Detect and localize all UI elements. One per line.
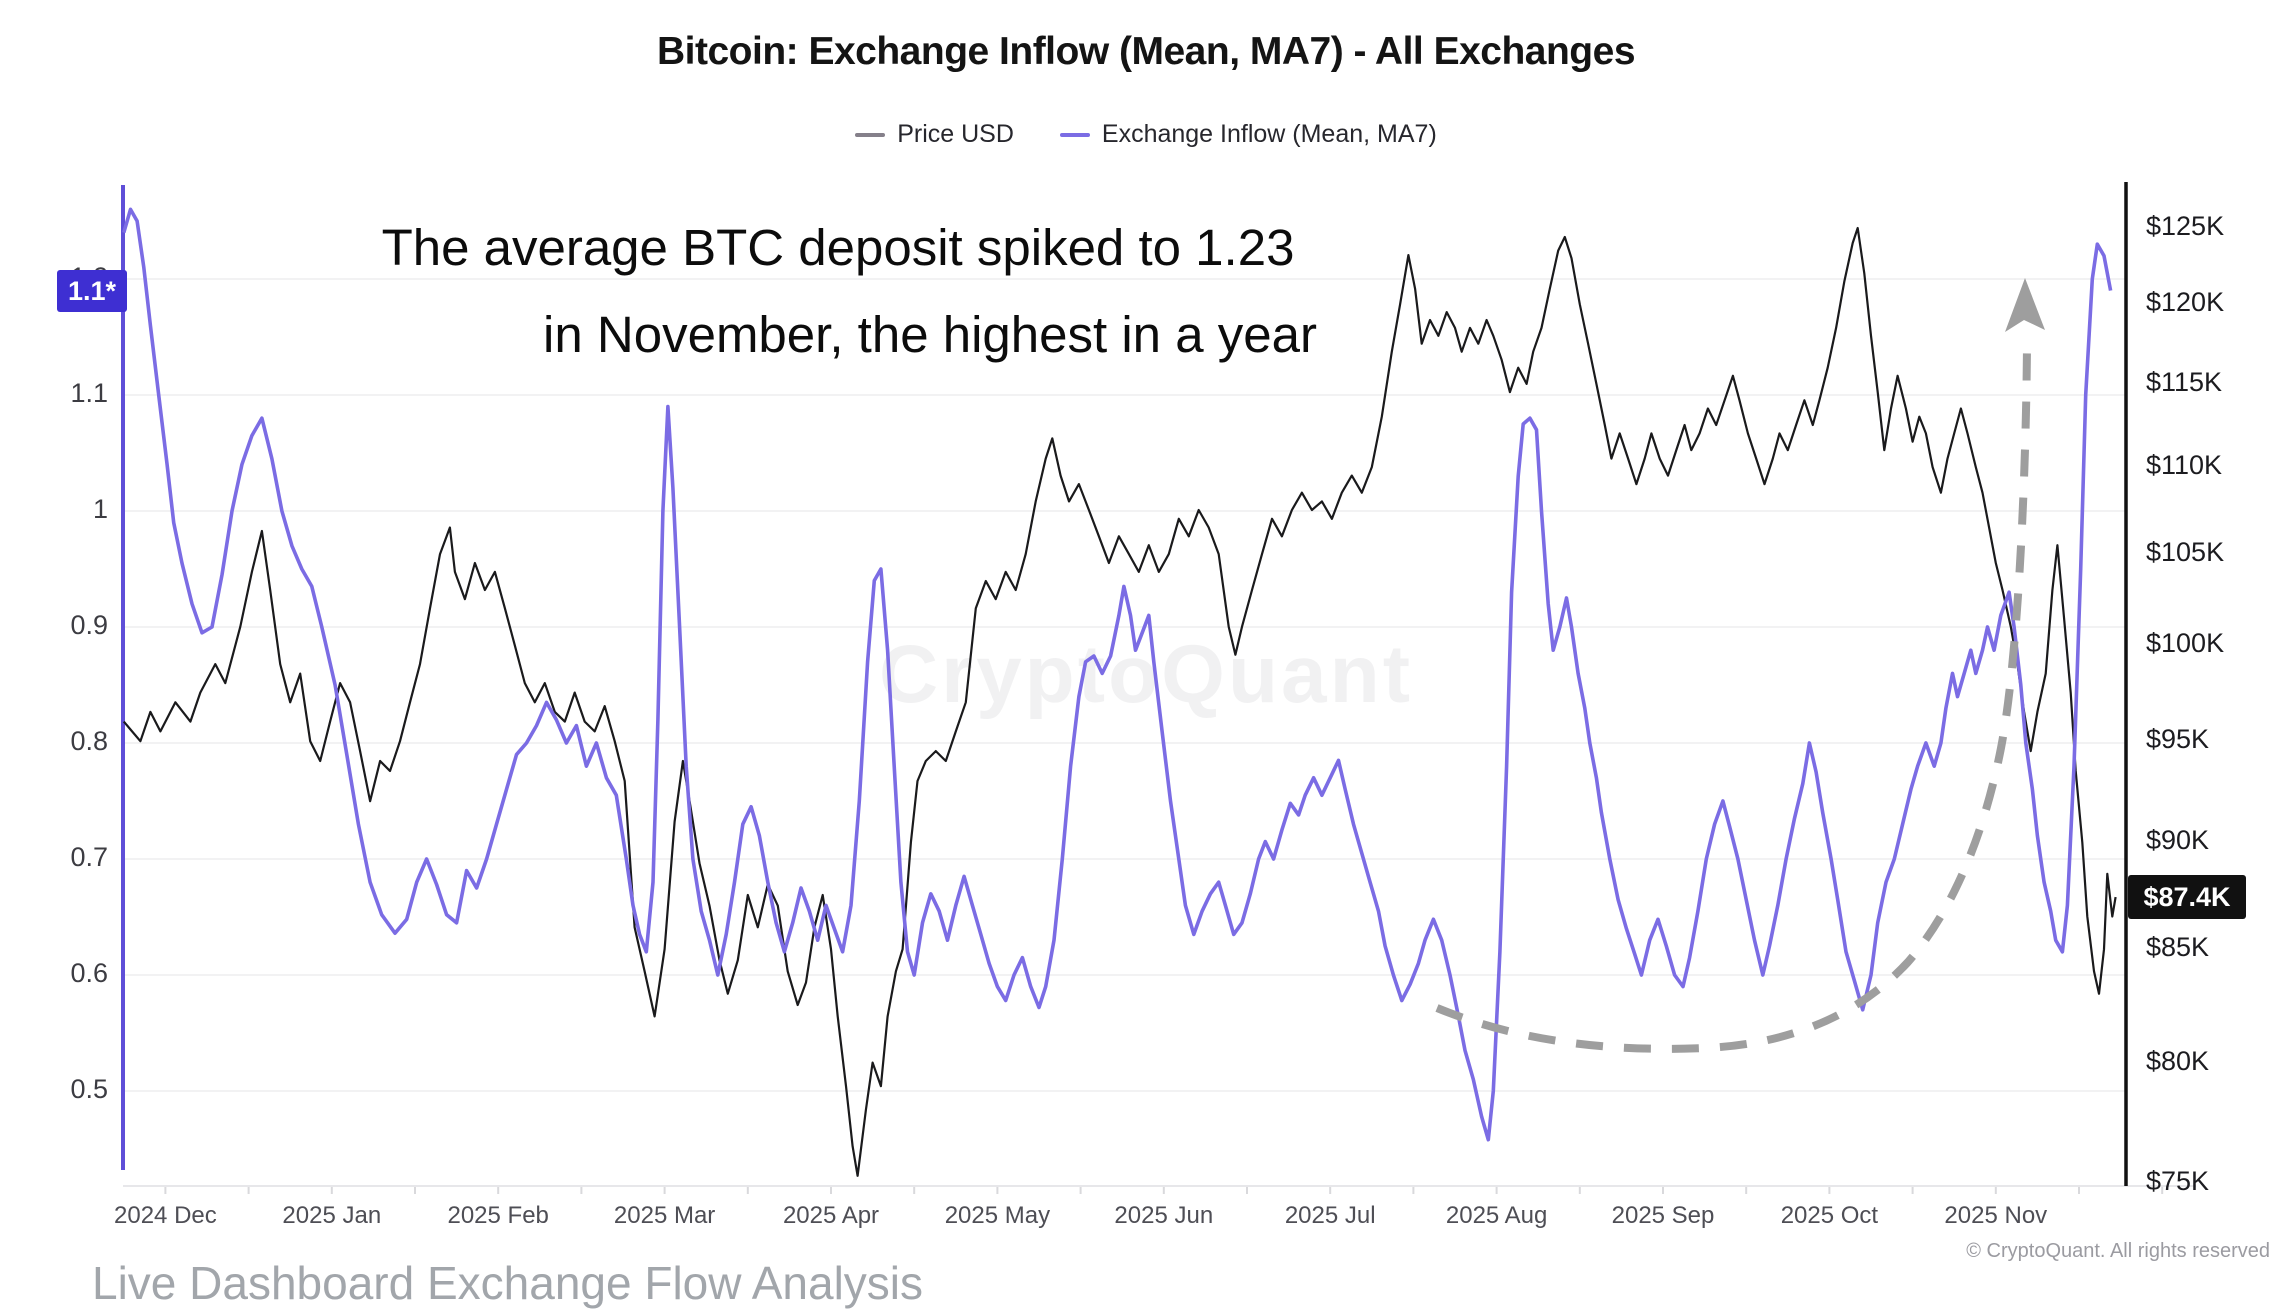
chart-plot-area[interactable] — [0, 0, 2292, 1276]
x-axis-tick-label: 2025 Feb — [447, 1202, 549, 1229]
left-axis-tick-label: 1 — [92, 494, 108, 524]
right-axis-tick-label: $105K — [2146, 537, 2225, 568]
right-axis-tick-label: $85K — [2146, 932, 2210, 963]
x-axis-tick-label: 2025 Jul — [1284, 1202, 1376, 1229]
x-axis-tick-label: 2025 Oct — [1780, 1202, 1879, 1229]
x-axis-tick-label: 2025 Mar — [613, 1202, 716, 1229]
right-axis-tick-label: $80K — [2146, 1045, 2210, 1076]
x-axis-tick-label: 2025 Aug — [1445, 1202, 1548, 1229]
legend-item-inflow[interactable]: Exchange Inflow (Mean, MA7) — [1059, 120, 1437, 149]
right-axis-tick-label: $90K — [2146, 825, 2210, 856]
legend-label-price: Price USD — [897, 120, 1014, 148]
price-legend-dash-icon — [855, 132, 886, 137]
annotation-text-line1: The average BTC deposit spiked to 1.23 — [381, 219, 1295, 276]
left-axis-tick-label: 0.6 — [70, 958, 108, 988]
x-axis-tick-label: 2025 Sep — [1611, 1202, 1715, 1229]
x-axis-tick-marks — [164, 1186, 2164, 1194]
copyright-text: © CryptoQuant. All rights reserved — [1966, 1240, 2270, 1262]
right-axis-tick-label: $120K — [2146, 287, 2225, 318]
legend-label-inflow: Exchange Inflow (Mean, MA7) — [1101, 120, 1437, 148]
legend: Price USD Exchange Inflow (Mean, MA7) — [0, 120, 2292, 149]
annotation-text-line2: in November, the highest in a year — [543, 306, 1317, 363]
price-line[interactable] — [122, 226, 2117, 1177]
cryptoquant-watermark: CryptoQuant — [878, 629, 1414, 720]
left-axis-tick-label: 0.8 — [70, 726, 108, 756]
trend-arrow-dashed-curve — [1435, 344, 2031, 1053]
right-axis-tick-label: $100K — [2146, 628, 2225, 659]
right-axis-tick-label: $95K — [2146, 724, 2210, 755]
x-axis-tick-label: 2025 May — [944, 1202, 1051, 1229]
inflow-legend-dash-icon — [1059, 132, 1090, 137]
left-axis-tick-label: 0.7 — [70, 842, 108, 872]
x-axis-tick-label: 2025 Jun — [1114, 1202, 1214, 1229]
legend-item-price[interactable]: Price USD — [855, 120, 1014, 149]
chart-title: Bitcoin: Exchange Inflow (Mean, MA7) - A… — [656, 30, 1636, 73]
footer-partial-text: Live Dashboard Exchange Flow Analysis — [92, 1257, 924, 1309]
left-axis-tick-label: 1.1 — [70, 378, 108, 408]
trend-arrow-head-icon — [2005, 278, 2045, 332]
inflow-line[interactable] — [122, 207, 2113, 1142]
left-axis-tick-label: 0.5 — [70, 1074, 108, 1104]
left-axis-tick-label: 0.9 — [70, 610, 108, 640]
right-axis-tick-label: $75K — [2146, 1166, 2210, 1197]
x-axis-tick-label: 2025 Nov — [1944, 1202, 2048, 1229]
right-axis-tick-label: $125K — [2146, 211, 2225, 241]
x-axis-tick-label: 2025 Apr — [782, 1202, 880, 1229]
x-axis-tick-label: 2025 Jan — [282, 1202, 382, 1229]
gridlines — [123, 278, 2126, 1092]
right-axis-tick-label: $115K — [2146, 366, 2223, 397]
right-axis-tick-label: $110K — [2146, 450, 2223, 481]
inflow-current-value-badge: 1.1* — [57, 269, 127, 312]
price-current-value-badge: $87.4K — [2128, 875, 2246, 920]
x-axis-tick-label: 2024 Dec — [114, 1202, 217, 1229]
